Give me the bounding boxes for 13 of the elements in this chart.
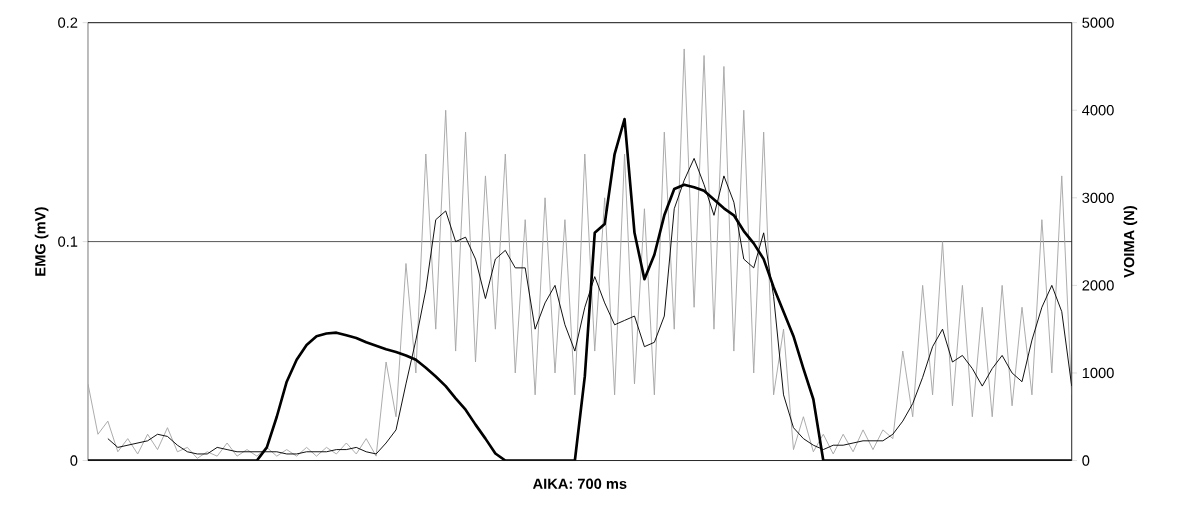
y2-axis-title: VOIMA (N) — [1123, 206, 1138, 278]
y-tick-label: 0.1 — [58, 236, 78, 247]
y-tick-label: 0.2 — [58, 17, 78, 28]
y-tick-label: 0 — [70, 455, 78, 466]
y2-tick-label: 0 — [1082, 455, 1090, 466]
y-axis-title: EMG (mV) — [34, 207, 49, 276]
line-series — [87, 48, 1072, 459]
y2-tick-label: 5000 — [1082, 17, 1114, 28]
y2-tick-label: 1000 — [1082, 367, 1114, 379]
y2-tick-label: 4000 — [1082, 105, 1114, 116]
y2-tick-label: 3000 — [1082, 192, 1114, 204]
x-axis-title: AIKA: 700 ms — [532, 478, 627, 490]
y2-tick-label: 2000 — [1082, 280, 1114, 291]
